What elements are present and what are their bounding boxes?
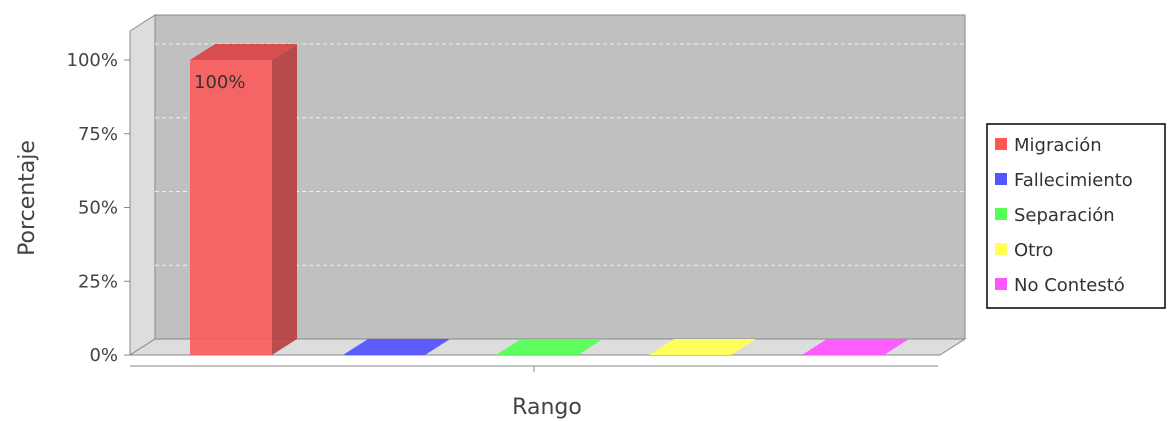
legend-item: Separación — [995, 205, 1115, 226]
plot-left-wall — [129, 14, 156, 356]
legend-swatch — [995, 243, 1007, 255]
bar-top — [802, 339, 909, 355]
y-tick-label: 50% — [78, 198, 118, 219]
bar-top — [343, 339, 450, 355]
legend-swatch — [995, 278, 1007, 290]
legend-item: No Contestó — [995, 275, 1125, 296]
legend-label: Fallecimiento — [1014, 170, 1133, 191]
axes: 0% 25% 50% 75% 100% — [67, 31, 938, 372]
bar-4 — [649, 339, 756, 355]
y-axis-title: Porcentaje — [15, 140, 40, 256]
legend-item: Fallecimiento — [995, 170, 1133, 191]
legend-swatch — [995, 138, 1007, 150]
bar-top — [190, 44, 297, 60]
bars: 100% — [190, 44, 909, 355]
bar-data-label: 100% — [194, 72, 245, 93]
bar-front — [190, 60, 272, 355]
bar-top — [649, 339, 756, 355]
y-tick-label: 0% — [89, 345, 118, 366]
legend-swatch — [995, 173, 1007, 185]
bar-1: 100% — [190, 44, 297, 355]
legend-item: Otro — [995, 240, 1053, 261]
bar-side — [272, 44, 297, 355]
y-tick-label: 75% — [78, 124, 118, 145]
legend: Migración Fallecimiento Separación Otro No C… — [986, 123, 1166, 309]
y-tick-label: 100% — [67, 50, 118, 71]
bar-top — [496, 339, 603, 355]
legend-item: Migración — [995, 135, 1102, 156]
legend-label: Otro — [1014, 240, 1053, 261]
legend-swatch — [995, 208, 1007, 220]
legend-label: Migración — [1014, 135, 1102, 156]
legend-label: No Contestó — [1014, 275, 1125, 296]
bar-2 — [343, 339, 450, 355]
y-tick-label: 25% — [78, 271, 118, 292]
x-axis-title: Rango — [512, 395, 582, 420]
legend-label: Separación — [1014, 205, 1115, 226]
bar-5 — [802, 339, 909, 355]
legend-box — [986, 123, 1166, 309]
bar-3 — [496, 339, 603, 355]
